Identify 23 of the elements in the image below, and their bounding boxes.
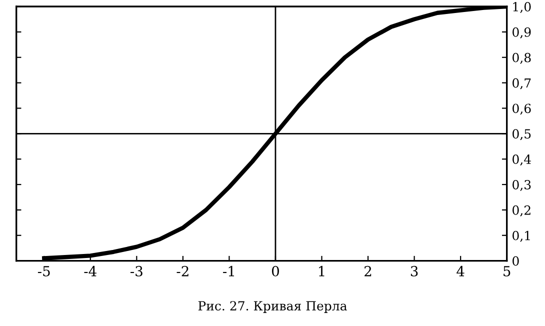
- y-tick-label: 0,7: [512, 78, 531, 90]
- x-tick-label: 1: [319, 266, 324, 276]
- y-tick-label: 0,4: [512, 154, 531, 166]
- y-tick-label: 0,3: [512, 180, 531, 191]
- y-tick-label: 0: [512, 256, 519, 266]
- y-tick-label: 0,5: [512, 129, 531, 140]
- y-tick-label: 0,6: [512, 104, 531, 115]
- x-tick-label: -5: [38, 266, 50, 276]
- x-tick-label: 3: [410, 266, 418, 276]
- y-tick-label: 1,0: [513, 2, 531, 13]
- y-tick-label: 0,9: [512, 27, 531, 38]
- x-tick-label: -4: [84, 266, 96, 276]
- x-tick-label: 0: [272, 266, 279, 276]
- x-tick-label: 2: [364, 266, 372, 276]
- y-tick-label: 0,1: [512, 230, 530, 242]
- y-tick-label: 0,2: [512, 205, 530, 216]
- x-tick-label: -1: [223, 266, 234, 276]
- x-tick-label: 4: [456, 266, 464, 276]
- text: Рис. 27. Кривая Перла: [198, 301, 347, 313]
- y-tick-label: 0,8: [512, 52, 531, 64]
- x-tick-label: -3: [130, 266, 142, 276]
- x-tick-label: -2: [176, 266, 188, 276]
- x-tick-label: 5: [504, 266, 510, 276]
